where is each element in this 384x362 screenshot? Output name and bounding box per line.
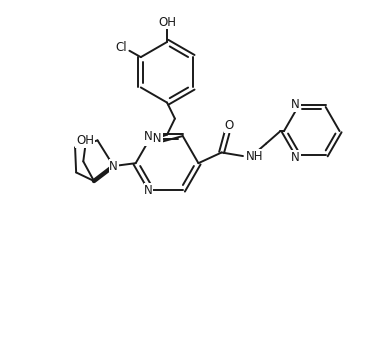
Text: N: N <box>144 184 153 197</box>
Text: Cl: Cl <box>116 41 127 54</box>
Text: N: N <box>144 130 153 143</box>
Text: N: N <box>291 151 300 164</box>
Text: O: O <box>224 119 234 132</box>
Text: OH: OH <box>158 16 176 29</box>
Text: N: N <box>291 98 300 111</box>
Text: HN: HN <box>145 132 162 146</box>
Text: N: N <box>109 160 118 173</box>
Text: NH: NH <box>246 150 263 163</box>
Text: OH: OH <box>76 134 94 147</box>
